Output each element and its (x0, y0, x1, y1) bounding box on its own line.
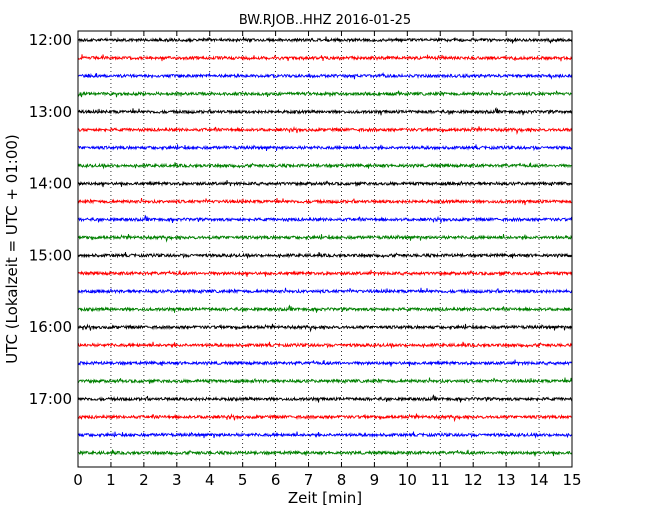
trace-1600 (77, 323, 573, 333)
trace-1330 (77, 144, 573, 152)
x-tick-label: 15 (562, 471, 581, 489)
y-tick-label: 14:00 (29, 175, 72, 193)
y-tick-label: 12:00 (29, 31, 72, 49)
trace-1700 (77, 394, 573, 403)
trace-1230 (77, 71, 573, 80)
trace-1445 (77, 233, 573, 243)
y-tick-label: 16:00 (29, 318, 72, 336)
trace-1500 (77, 252, 573, 260)
trace-1730 (77, 431, 573, 439)
trace-1530 (77, 287, 573, 295)
vertical-grid (110, 31, 540, 467)
trace-1715 (77, 413, 573, 423)
trace-1200 (77, 36, 573, 44)
x-tick-label: 7 (304, 471, 314, 489)
trace-1615 (77, 341, 573, 350)
plot-frame (77, 30, 573, 468)
y-tick-label: 15:00 (29, 246, 72, 264)
trace-1630 (77, 359, 573, 367)
trace-1545 (77, 304, 573, 313)
x-tick-label: 6 (271, 471, 281, 489)
x-tick-label: 13 (497, 471, 516, 489)
y-tick-label: 17:00 (29, 390, 72, 408)
x-tick-label: 12 (464, 471, 483, 489)
x-tick-label: 8 (337, 471, 347, 489)
x-tick-label: 9 (370, 471, 380, 489)
x-tick-label: 5 (238, 471, 248, 489)
x-tick-label: 1 (106, 471, 116, 489)
x-tick-label: 10 (398, 471, 417, 489)
x-axis: 0 1 2 3 4 5 6 7 8 9 10 11 12 13 14 15 (73, 31, 582, 489)
x-tick-label: 0 (73, 471, 83, 489)
x-axis-label: Zeit [min] (288, 489, 362, 507)
trace-1315 (77, 125, 573, 136)
y-tick-label: 13:00 (29, 103, 72, 121)
x-tick-label: 11 (431, 471, 450, 489)
trace-1745 (77, 449, 573, 457)
x-tick-label: 14 (530, 471, 549, 489)
x-tick-label: 3 (172, 471, 182, 489)
trace-1515 (77, 269, 573, 277)
x-tick-label: 4 (205, 471, 215, 489)
chart-title: BW.RJOB..HHZ 2016-01-25 (239, 13, 411, 28)
trace-1645 (77, 377, 573, 385)
trace-1430 (77, 214, 573, 223)
trace-1245 (77, 90, 573, 98)
trace-1345 (77, 162, 572, 170)
y-axis: 12:00 13:00 14:00 15:00 16:00 17:00 (29, 31, 572, 408)
trace-1300 (77, 106, 573, 116)
trace-1415 (77, 197, 573, 206)
y-axis-label: UTC (Lokalzeit = UTC + 01:00) (3, 134, 21, 364)
seismic-traces (77, 36, 573, 457)
x-tick-label: 2 (139, 471, 149, 489)
trace-1215 (77, 54, 573, 62)
trace-1400 (77, 180, 573, 188)
